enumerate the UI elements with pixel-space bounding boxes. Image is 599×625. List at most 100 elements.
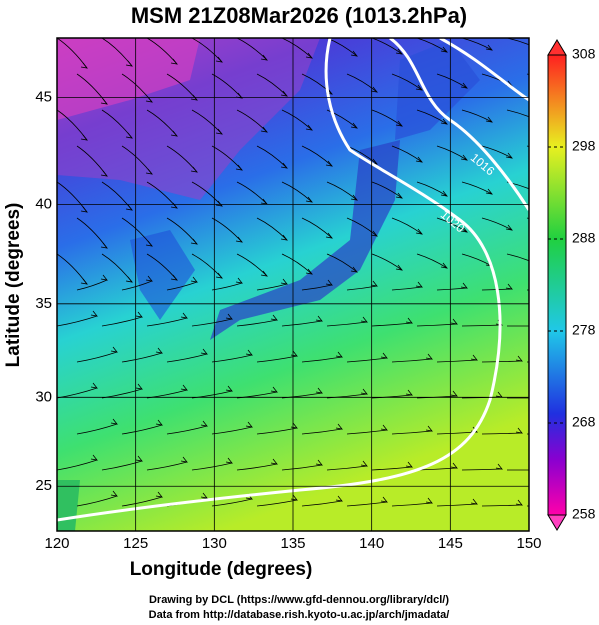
streamline-arrow — [170, 130, 178, 137]
x-tick-label: 150 — [516, 535, 541, 552]
streamline-arrow — [505, 224, 513, 231]
streamline — [416, 253, 448, 269]
streamline — [281, 464, 323, 471]
streamline-arrow — [485, 44, 493, 51]
streamline — [436, 359, 478, 363]
streamline-arrow — [495, 463, 503, 470]
streamline-arrow — [335, 423, 343, 430]
footer-line: Data from http://database.rish.kyoto-u.a… — [149, 609, 450, 621]
streamline-arrow — [440, 118, 448, 125]
streamline-arrow — [395, 120, 403, 127]
streamline — [416, 323, 458, 327]
streamline-arrow — [350, 122, 358, 129]
streamline-arrow — [395, 192, 403, 199]
streamline — [121, 280, 153, 291]
isobar — [439, 38, 529, 102]
streamline-arrow — [110, 346, 118, 353]
streamline — [436, 145, 468, 161]
streamline-arrow — [380, 496, 388, 503]
streamline-arrow — [460, 226, 468, 233]
streamline-arrow — [425, 425, 433, 432]
streamline — [416, 38, 448, 53]
streamline-arrow — [100, 170, 108, 177]
isobar — [57, 38, 502, 522]
streamline — [346, 429, 388, 435]
streamline — [256, 355, 298, 363]
y-tick-label: 30 — [35, 388, 52, 405]
streamline-arrow — [485, 188, 493, 195]
streamline-arrow — [531, 115, 537, 120]
streamline-arrow — [270, 386, 278, 393]
streamline — [76, 423, 118, 435]
x-tick-label: 140 — [359, 535, 384, 552]
land — [395, 40, 480, 140]
streamline-arrow — [335, 351, 343, 358]
streamline — [391, 145, 423, 163]
streamline-arrow — [531, 187, 537, 192]
streamline — [346, 217, 378, 237]
streamline — [76, 495, 118, 507]
streamline-arrow — [125, 204, 133, 211]
streamline — [436, 287, 468, 291]
streamline — [371, 109, 403, 127]
streamline — [166, 353, 208, 363]
streamline-arrow — [325, 160, 333, 167]
streamline-arrow — [100, 274, 108, 281]
streamline — [371, 394, 413, 399]
streamline — [191, 318, 233, 327]
streamline — [281, 320, 323, 327]
streamline-arrow — [395, 264, 403, 271]
streamline — [236, 463, 278, 471]
streamline-arrow — [280, 278, 288, 285]
streamline-arrow — [350, 50, 358, 57]
streamline-arrow — [460, 82, 468, 89]
streamline-arrow — [215, 56, 223, 63]
streamline-arrow — [200, 492, 208, 499]
colorbar-tick-label: 288 — [572, 230, 596, 246]
streamline-arrow — [460, 282, 468, 289]
streamline — [146, 461, 188, 471]
streamline — [57, 459, 98, 471]
streamline — [236, 319, 278, 327]
streamline — [76, 279, 108, 291]
streamline — [166, 281, 198, 291]
streamline-arrow — [531, 259, 537, 264]
streamline — [326, 393, 368, 399]
streamline-arrow — [305, 196, 313, 203]
streamline-arrow — [541, 321, 547, 326]
x-axis-label: Longitude (degrees) — [130, 559, 313, 580]
streamline — [256, 427, 298, 435]
streamline — [481, 145, 513, 159]
streamline-arrow — [260, 126, 268, 133]
streamline-arrow — [190, 238, 198, 245]
streamline-arrow — [135, 311, 143, 318]
colorbar — [547, 39, 567, 531]
streamline-arrow — [315, 315, 323, 322]
streamline-arrow — [125, 132, 133, 139]
streamline — [436, 503, 478, 507]
streamline-arrow — [260, 54, 268, 61]
streamline — [236, 253, 268, 277]
streamline — [461, 181, 493, 195]
streamline — [281, 181, 313, 203]
streamline — [391, 217, 423, 235]
streamline-arrow — [485, 116, 493, 123]
colorbar-tick-label: 298 — [572, 138, 596, 154]
footer-line: Drawing by DCL (https://www.gfd-dennou.o… — [149, 594, 449, 606]
streamline-arrow — [280, 162, 288, 169]
streamline — [326, 181, 358, 201]
streamline-arrow — [325, 232, 333, 239]
streamline-arrow — [505, 283, 513, 290]
streamline-arrow — [200, 420, 208, 427]
streamline — [391, 286, 423, 291]
streamline-arrow — [215, 272, 223, 279]
y-axis-label: Latitude (degrees) — [3, 203, 24, 368]
streamline-arrow — [90, 454, 98, 461]
streamline-arrow — [470, 354, 478, 361]
streamline-arrow — [315, 459, 323, 466]
streamline — [256, 283, 288, 291]
streamline-arrow — [215, 128, 223, 135]
streamline-arrow — [305, 268, 313, 275]
streamline-arrow — [245, 349, 253, 356]
streamline — [391, 502, 433, 507]
